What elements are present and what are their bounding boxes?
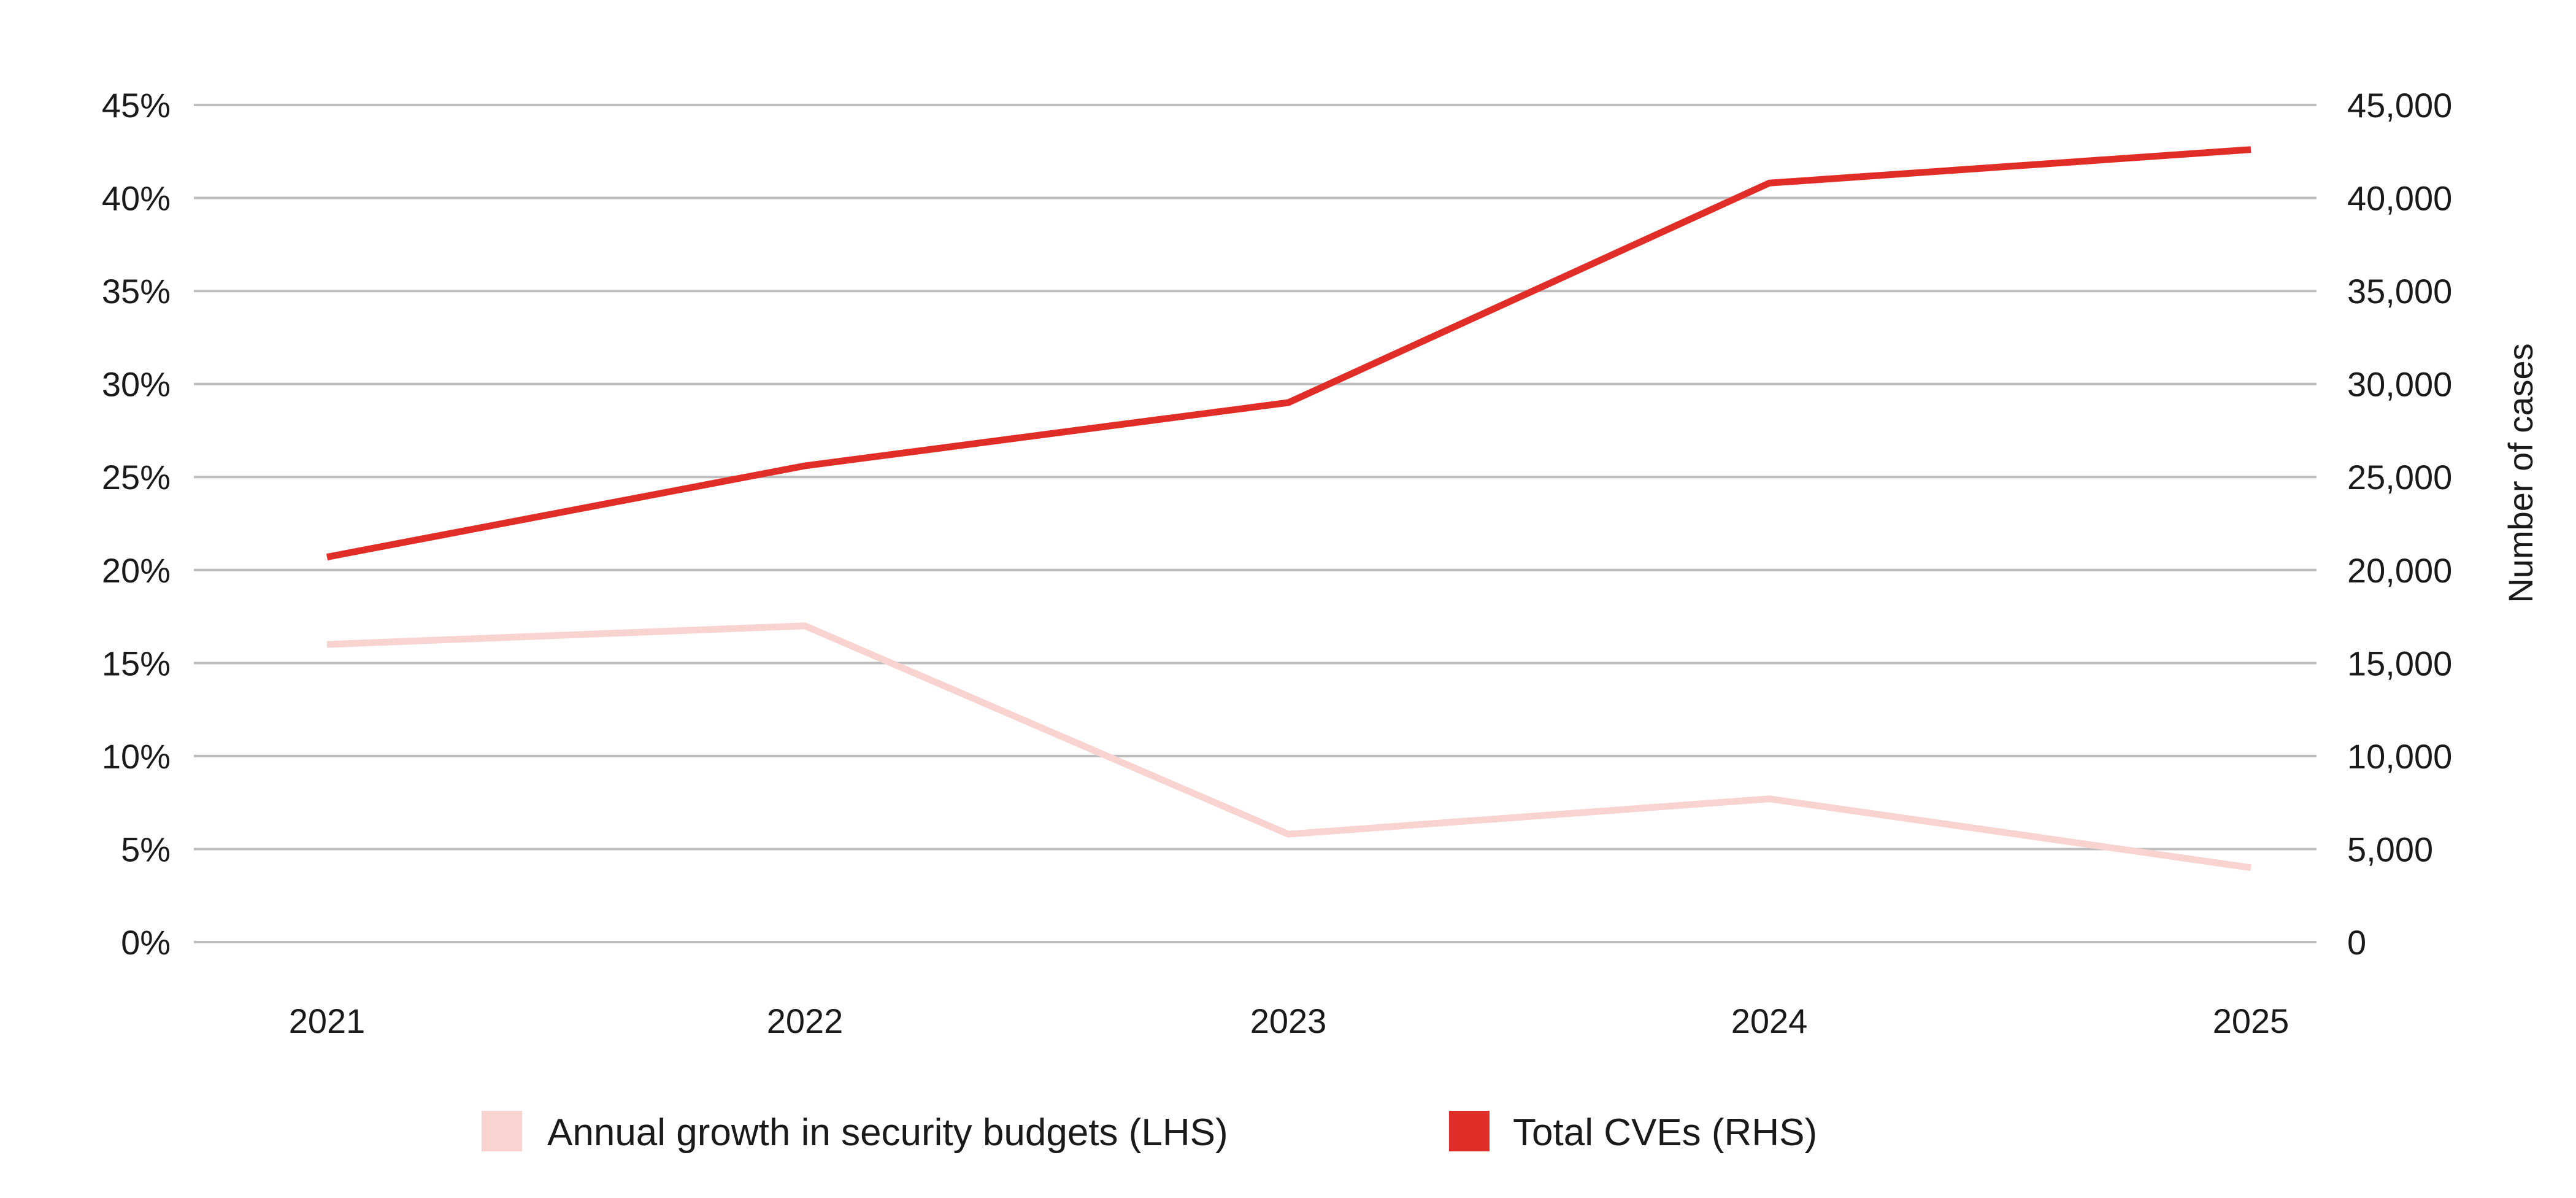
gridlines (194, 104, 2316, 943)
right-tick-label: 40,000 (2347, 179, 2452, 218)
right-axis-label: Number of cases (2501, 343, 2540, 603)
right-tick-label: 25,000 (2347, 458, 2452, 497)
legend-label-budget-growth: Annual growth in security budgets (LHS) (547, 1111, 1228, 1154)
series-lines (326, 146, 2251, 871)
series-line-1 (326, 146, 2251, 561)
legend-swatch-budget-growth (482, 1111, 522, 1151)
left-tick-label: 25% (102, 458, 171, 497)
x-axis: 2021 2022 2023 2024 2025 (289, 1002, 2290, 1040)
right-tick-label: 10,000 (2347, 737, 2452, 776)
left-tick-label: 20% (102, 551, 171, 590)
right-tick-label: 5,000 (2347, 830, 2433, 868)
right-axis: 0 5,000 10,000 15,000 20,000 25,000 30,000 35,0… (2347, 86, 2452, 962)
left-tick-label: 45% (102, 86, 171, 125)
right-tick-label: 30,000 (2347, 365, 2452, 404)
left-tick-label: 10% (102, 737, 171, 776)
left-tick-label: 40% (102, 179, 171, 218)
legend: Annual growth in security budgets (LHS) … (482, 1111, 1817, 1154)
left-tick-label: 5% (121, 830, 171, 868)
right-tick-label: 45,000 (2347, 86, 2452, 125)
x-tick-label: 2024 (1731, 1002, 1808, 1040)
legend-label-total-cves: Total CVEs (RHS) (1513, 1111, 1817, 1154)
left-tick-label: 0% (121, 923, 171, 962)
right-tick-label: 35,000 (2347, 272, 2452, 311)
left-tick-label: 35% (102, 272, 171, 311)
right-tick-label: 0 (2347, 923, 2366, 962)
x-tick-label: 2021 (289, 1002, 366, 1040)
x-tick-label: 2023 (1250, 1002, 1327, 1040)
x-tick-label: 2022 (767, 1002, 844, 1040)
left-axis: 0% 5% 10% 15% 20% 25% 30% 35% 40% 45% (102, 86, 171, 962)
x-tick-label: 2025 (2213, 1002, 2290, 1040)
legend-swatch-total-cves (1449, 1111, 1490, 1151)
right-tick-label: 15,000 (2347, 644, 2452, 682)
left-tick-label: 15% (102, 644, 171, 682)
left-tick-label: 30% (102, 365, 171, 404)
right-tick-label: 20,000 (2347, 551, 2452, 590)
